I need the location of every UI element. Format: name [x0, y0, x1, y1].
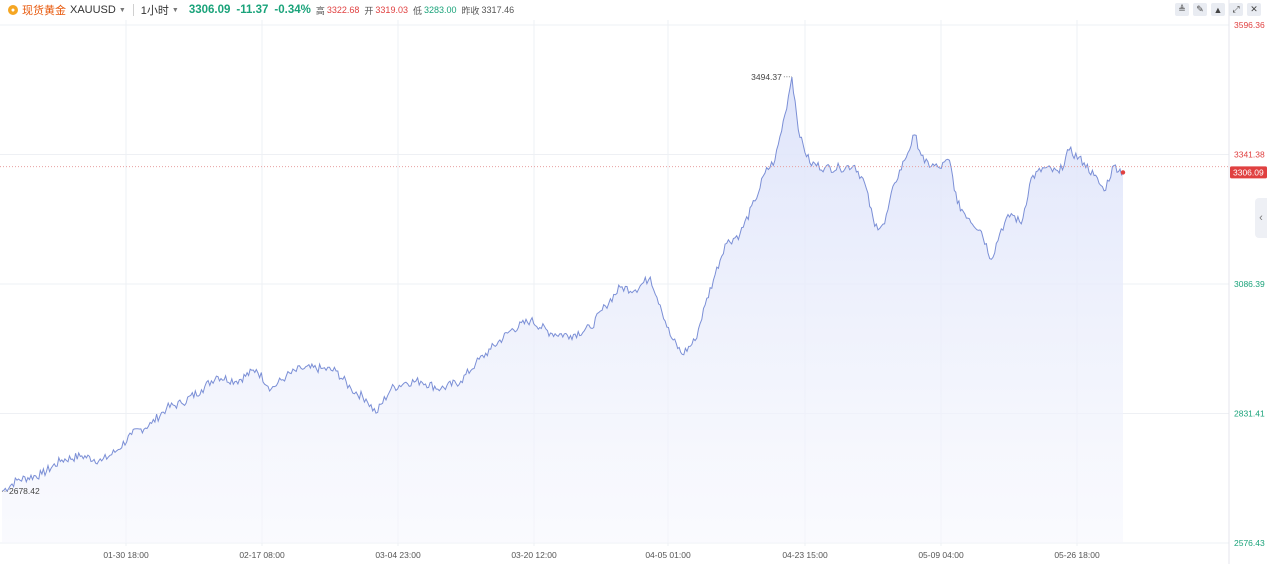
open-value: 3319.03: [375, 5, 408, 15]
price-change-percent: -0.34%: [274, 4, 311, 16]
chart-toolbar: ≜ ✎ ▲ ⤢ ✕: [1175, 3, 1261, 16]
high-value: 3322.68: [326, 5, 360, 15]
last-price-dot: [1120, 170, 1126, 175]
price-line: [1, 76, 1124, 493]
x-tick-label: 03-20 12:00: [511, 550, 557, 560]
x-tick-label: 03-04 23:00: [375, 550, 421, 560]
x-tick-label: 04-05 01:00: [645, 550, 691, 560]
y-axis: 3596.36 3341.38 3086.39 2831.41 2576.43 3306.…: [1230, 20, 1267, 548]
price-change: -11.37: [236, 4, 269, 16]
header-divider: [132, 4, 134, 16]
x-tick-label: 05-09 04:00: [918, 550, 964, 560]
y-tick-label: 3341.38: [1234, 149, 1265, 159]
max-price-label: 3494.37: [751, 72, 782, 82]
x-tick-label: 01-30 18:00: [103, 550, 149, 560]
x-tick-label: 04-23 15:00: [782, 550, 828, 560]
y-tick-label: 2576.43: [1234, 538, 1265, 548]
gold-symbol-icon: ●: [8, 5, 18, 15]
last-price-label: 3306.09: [1233, 167, 1264, 177]
open-label: 开: [364, 5, 374, 16]
chevron-left-icon: ‹: [1259, 212, 1263, 224]
x-axis: 01-30 18:00 02-17 08:00 03-04 23:00 03-20 1…: [103, 550, 1100, 560]
interval-select[interactable]: 1小时: [140, 5, 169, 17]
close-icon[interactable]: ✕: [1247, 3, 1261, 16]
y-tick-label: 3086.39: [1234, 279, 1265, 289]
current-price: 3306.09: [188, 4, 231, 16]
chart-header: ● 现货黄金 XAUUSD ▼ 1小时 ▼ 3306.09 -11.37 -0.…: [0, 0, 1267, 20]
x-tick-label: 02-17 08:00: [239, 550, 285, 560]
symbol-name[interactable]: 现货黄金: [22, 5, 66, 17]
symbol-dropdown-icon[interactable]: ▼: [118, 6, 126, 14]
high-label: 高: [315, 5, 325, 16]
y-tick-label: 3596.36: [1234, 20, 1265, 30]
symbol-code[interactable]: XAUUSD: [70, 4, 116, 16]
prev-close-label: 昨收: [461, 5, 480, 16]
expand-icon[interactable]: ⤢: [1229, 3, 1243, 16]
min-price-label: 2678.42: [9, 486, 40, 496]
low-value: 3283.00: [423, 5, 457, 15]
last-price-tag: [1230, 166, 1267, 179]
prev-close-value: 3317.46: [481, 5, 515, 15]
area-chart-icon[interactable]: ▲: [1211, 3, 1225, 16]
plot-area: 3494.37 2678.42: [0, 72, 1229, 543]
interval-dropdown-icon[interactable]: ▼: [171, 6, 179, 14]
y-tick-label: 2831.41: [1234, 409, 1265, 419]
candlestick-icon[interactable]: ≜: [1175, 3, 1189, 16]
low-label: 低: [412, 5, 422, 16]
x-tick-label: 05-26 18:00: [1054, 550, 1100, 560]
collapse-panel-button[interactable]: ‹: [1255, 198, 1267, 238]
price-area-fill: [2, 77, 1123, 543]
draw-icon[interactable]: ✎: [1193, 3, 1207, 16]
